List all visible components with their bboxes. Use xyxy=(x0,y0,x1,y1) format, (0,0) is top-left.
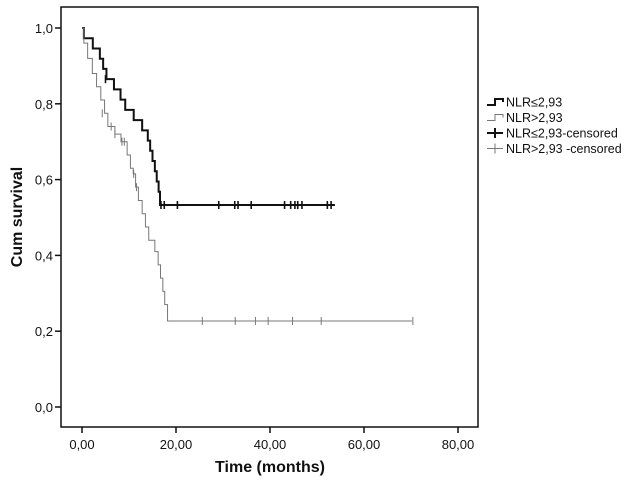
curve-nlr-low xyxy=(82,27,335,206)
y-tick-label: 0,4 xyxy=(35,248,53,263)
y-axis: 0,0 0,2 0,4 0,6 0,8 1,0 xyxy=(35,21,61,415)
y-tick-label: 0,6 xyxy=(35,173,53,188)
curve-nlr-high xyxy=(82,27,412,322)
x-tick-label: 0,00 xyxy=(69,437,94,452)
plot-frame xyxy=(60,6,479,428)
y-axis-title: Cum survival xyxy=(9,167,26,267)
x-axis-title: Time (months) xyxy=(215,459,325,476)
x-tick-label: 80,00 xyxy=(442,437,475,452)
legend-step-icon xyxy=(487,98,504,106)
legend-item: NLR>2,93 -censored xyxy=(487,142,622,156)
y-tick-label: 0,2 xyxy=(35,324,53,339)
legend-label: NLR>2,93 -censored xyxy=(506,142,622,156)
y-tick-label: 1,0 xyxy=(35,21,53,36)
y-tick-label: 0,0 xyxy=(35,400,53,415)
legend-item: NLR≤2,93 xyxy=(487,96,562,110)
x-tick-label: 60,00 xyxy=(348,437,381,452)
legend-label: NLR>2,93 xyxy=(506,111,563,125)
legend-label: NLR≤2,93 xyxy=(506,96,562,110)
legend-item: NLR≤2,93-censored xyxy=(487,127,618,141)
legend-step-icon xyxy=(487,114,504,121)
x-tick-label: 40,00 xyxy=(254,437,287,452)
y-tick-label: 0,8 xyxy=(35,97,53,112)
legend-label: NLR≤2,93-censored xyxy=(506,127,618,141)
survival-curves xyxy=(82,27,414,325)
legend-item: NLR>2,93 xyxy=(487,111,563,125)
x-axis: 0,00 20,00 40,00 60,00 80,00 xyxy=(69,427,474,452)
x-tick-label: 20,00 xyxy=(160,437,193,452)
